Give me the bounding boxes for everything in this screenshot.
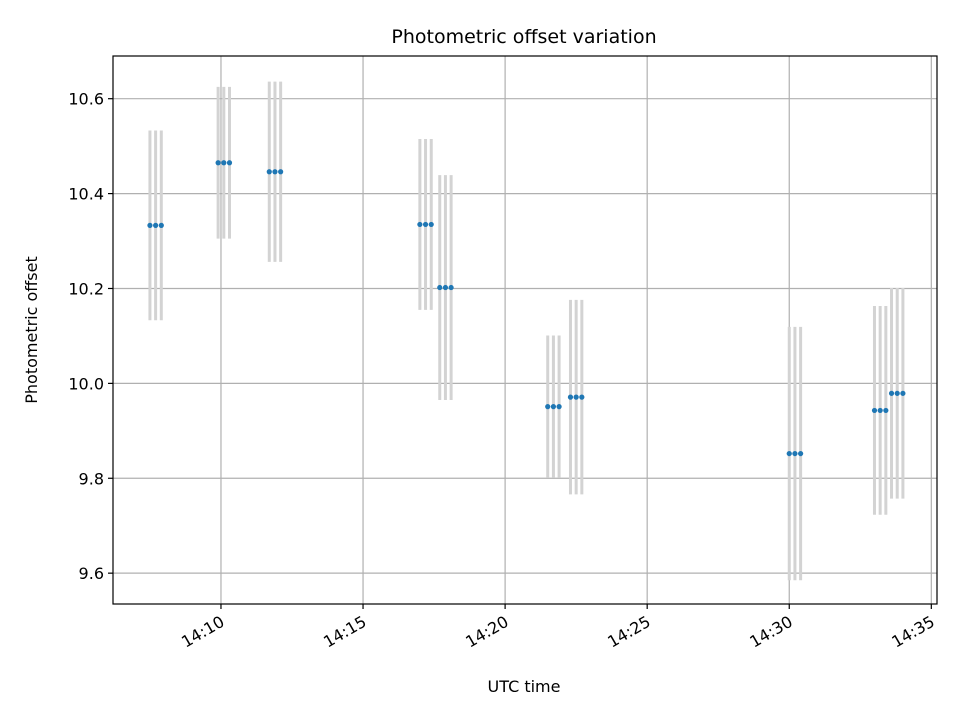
data-point [226, 160, 233, 166]
data-point [877, 407, 883, 414]
data-point [147, 222, 153, 228]
data-point [417, 221, 423, 228]
data-point [272, 169, 278, 175]
data-point [786, 450, 792, 457]
data-point [278, 169, 284, 175]
data-point [442, 284, 449, 291]
data-point [798, 450, 804, 457]
data-point [556, 404, 562, 410]
data-point [158, 222, 164, 228]
data-point [900, 390, 906, 396]
y-tick-label: 9.6 [79, 564, 104, 583]
data-point [573, 394, 579, 400]
data-point [448, 284, 454, 291]
y-tick-label: 10.4 [68, 185, 104, 204]
data-point [422, 221, 429, 228]
data-point [545, 404, 551, 410]
data-point [792, 450, 798, 457]
data-point [215, 160, 221, 166]
plot-frame [112, 55, 938, 605]
data-point [550, 404, 557, 410]
y-tick-label: 10.2 [68, 279, 104, 298]
chart-title: Photometric offset variation [391, 26, 656, 48]
y-tick-label: 9.8 [79, 469, 104, 488]
data-point [437, 284, 443, 291]
data-point [883, 407, 889, 414]
data-point [153, 222, 159, 228]
y-axis-label: Photometric offset [22, 256, 41, 404]
y-tick-label: 10.6 [68, 90, 104, 109]
data-point [871, 407, 878, 414]
data-point [266, 169, 272, 175]
y-tick-label: 10.0 [68, 374, 104, 393]
data-point [579, 394, 585, 400]
data-point [894, 390, 900, 396]
data-point [221, 160, 227, 166]
x-axis-label: UTC time [488, 677, 561, 696]
data-point [428, 221, 434, 228]
data-point [888, 390, 895, 396]
data-point [567, 394, 574, 400]
data-markers [147, 160, 906, 457]
x-axis-ticks: 14:10 14:15 14:20 14:25 14:30 14:35 [178, 604, 938, 651]
y-axis-ticks: 9.6 9.8 10.0 10.2 10.4 10.6 [68, 90, 113, 583]
